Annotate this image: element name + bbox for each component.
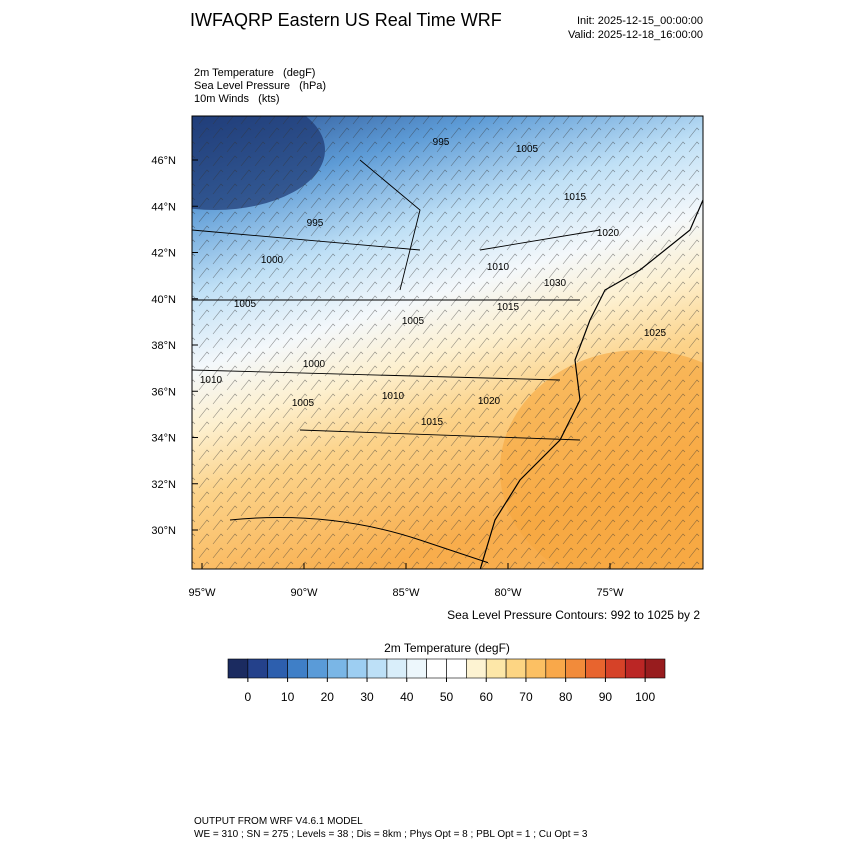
contour-label: 1005: [516, 144, 539, 155]
colorbar-box: [247, 658, 269, 679]
lat-tick-label: 38°N: [151, 340, 176, 352]
colorbar-tick-label: 0: [245, 690, 252, 704]
colorbar-box: [346, 658, 368, 679]
colorbar-tick-label: 10: [281, 690, 295, 704]
contour-label: 1020: [597, 228, 620, 239]
footer-line: OUTPUT FROM WRF V4.6.1 MODEL: [194, 816, 363, 827]
colorbar-tick-label: 40: [400, 690, 414, 704]
colorbar-box: [426, 658, 447, 679]
contour-label: 1025: [644, 328, 667, 339]
contour-label: 995: [433, 137, 450, 148]
colorbar-box: [565, 658, 586, 679]
contour-label: 1005: [402, 316, 425, 327]
coastline: [479, 199, 703, 569]
colorbar-box: [466, 658, 487, 679]
contour-label: 1000: [261, 255, 284, 266]
colorbar-box: [267, 658, 288, 679]
colorbar-box: [485, 658, 507, 679]
field-label: Sea Level Pressure (hPa): [194, 80, 326, 92]
init-time: Init: 2025-12-15_00:00:00: [577, 15, 703, 27]
colorbar-box: [624, 658, 646, 679]
contour-label: 1010: [200, 375, 223, 386]
lon-tick-label: 75°W: [596, 587, 624, 599]
contour-label: 1010: [382, 391, 405, 402]
colorbar-title: 2m Temperature (degF): [384, 641, 510, 655]
contour-label: 1005: [234, 299, 257, 310]
colorbar-box: [585, 658, 606, 679]
gulf-coast: [229, 517, 488, 563]
colorbar-box: [525, 658, 547, 679]
colorbar-box: [446, 658, 467, 679]
colorbar-tick-label: 80: [559, 690, 573, 704]
lon-tick-label: 90°W: [290, 587, 318, 599]
colorbar-box: [505, 658, 527, 679]
colorbar-tick-label: 90: [599, 690, 613, 704]
colorbar-box: [307, 658, 328, 679]
colorbar-box: [366, 658, 388, 679]
contour-note: Sea Level Pressure Contours: 992 to 1025…: [447, 608, 700, 622]
colorbar-box: [287, 658, 308, 679]
colorbar-tick-label: 60: [480, 690, 494, 704]
lat-tick-label: 42°N: [151, 248, 176, 260]
lat-tick-label: 46°N: [151, 155, 176, 167]
colorbar-box: [406, 658, 427, 679]
map-frame: [191, 115, 704, 570]
colorbar-box: [545, 658, 566, 679]
lat-tick-label: 40°N: [151, 294, 176, 306]
colorbar-box: [227, 658, 249, 679]
lat-tick-label: 32°N: [151, 479, 176, 491]
contour-label: 1010: [487, 262, 510, 273]
title: IWFAQRP Eastern US Real Time WRF: [190, 10, 502, 30]
colorbar-box: [644, 658, 666, 679]
contour-label: 1015: [497, 302, 520, 313]
lon-tick-label: 85°W: [392, 587, 420, 599]
colorbar-tick-label: 70: [519, 690, 533, 704]
contour-label: 1005: [292, 398, 315, 409]
wind-barbs: [192, 116, 703, 569]
colorbar-box: [386, 658, 408, 679]
map-field: [192, 116, 703, 569]
colorbar-box: [605, 658, 626, 679]
lon-tick-label: 95°W: [188, 587, 216, 599]
colorbar-tick-label: 100: [635, 690, 655, 704]
contour-label: 1000: [303, 359, 326, 370]
colorbar-tick-label: 50: [440, 690, 454, 704]
field-label: 2m Temperature (degF): [194, 67, 315, 79]
colorbar-tick-label: 30: [360, 690, 374, 704]
lat-tick-label: 30°N: [151, 525, 176, 537]
lat-tick-label: 34°N: [151, 433, 176, 445]
lat-tick-label: 44°N: [151, 201, 176, 213]
contour-label: 1015: [564, 192, 587, 203]
valid-time: Valid: 2025-12-18_16:00:00: [568, 29, 703, 41]
colorbar-tick-label: 20: [321, 690, 335, 704]
contour-label: 1015: [421, 417, 444, 428]
lat-tick-label: 36°N: [151, 386, 176, 398]
borders: [192, 159, 601, 441]
contour-label: 995: [307, 218, 324, 229]
lon-tick-label: 80°W: [494, 587, 522, 599]
colorbar-box: [327, 658, 348, 679]
field-label: 10m Winds (kts): [194, 93, 280, 105]
contour-label: 1020: [478, 396, 501, 407]
contour-label: 1030: [544, 278, 567, 289]
footer-line: WE = 310 ; SN = 275 ; Levels = 38 ; Dis …: [194, 829, 588, 840]
